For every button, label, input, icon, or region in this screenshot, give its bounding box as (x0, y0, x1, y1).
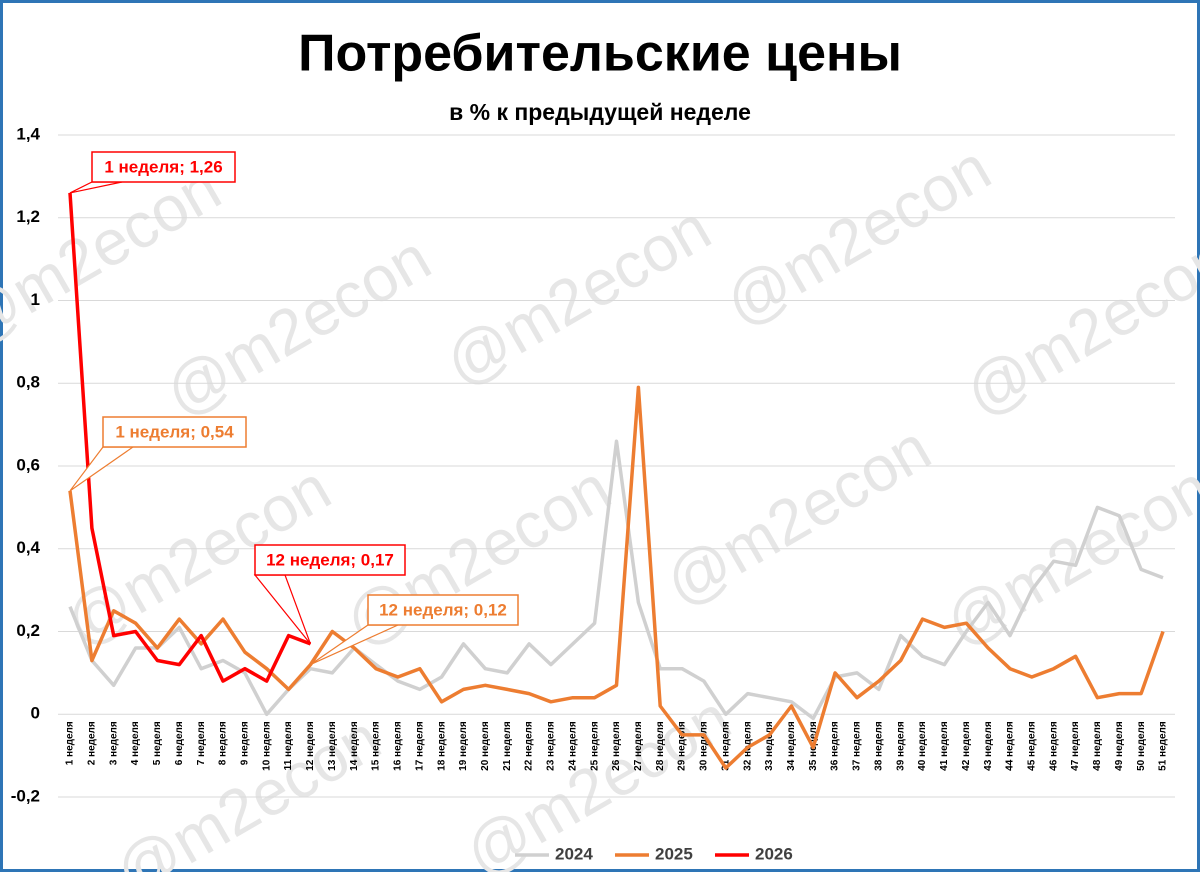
x-tick-label: 44 неделя (1005, 721, 1016, 771)
x-tick-label: 21 неделя (502, 721, 513, 771)
y-tick-label: 1 (31, 290, 40, 309)
x-tick-label: 8 неделя (218, 721, 229, 765)
x-tick-label: 7 неделя (196, 721, 207, 765)
x-tick-label: 15 неделя (371, 721, 382, 771)
annotation-label: 1 неделя; 1,26 (104, 157, 222, 176)
annotation-box (102, 416, 247, 448)
x-tick-label: 4 неделя (130, 721, 141, 765)
x-tick-label: 41 неделя (939, 721, 950, 771)
y-tick-label: 1,4 (16, 124, 40, 143)
series-line (68, 439, 1164, 721)
x-tick-label: 25 неделя (589, 721, 600, 771)
x-tick-label: 38 неделя (873, 721, 884, 771)
x-tick-label: 30 неделя (699, 721, 710, 771)
x-tick-label: 46 неделя (1048, 721, 1059, 771)
x-tick-label: 48 неделя (1092, 721, 1103, 771)
x-tick-label: 19 неделя (458, 721, 469, 771)
x-tick-label: 23 неделя (546, 721, 557, 771)
chart-subtitle: в % к предыдущей неделе (449, 99, 751, 125)
chart-title: Потребительские цены (298, 25, 902, 83)
x-tick-label: 5 неделя (152, 721, 163, 765)
x-tick-label: 40 неделя (917, 721, 928, 771)
x-tick-label: 42 неделя (961, 721, 972, 771)
x-tick-label: 6 неделя (174, 721, 185, 765)
legend-label: 2025 (655, 844, 693, 863)
y-tick-label: 1,2 (16, 207, 40, 226)
x-tick-label: 37 неделя (852, 721, 863, 771)
x-tick-label: 26 неделя (611, 721, 622, 771)
x-tick-label: 33 неделя (764, 721, 775, 771)
x-tick-label: 20 неделя (480, 721, 491, 771)
annotation-box (254, 544, 406, 576)
annotation-box (367, 594, 519, 626)
y-tick-label: 0,4 (16, 538, 40, 557)
x-tick-label: 36 неделя (830, 721, 841, 771)
x-tick-label: 12 неделя (305, 721, 316, 771)
x-tick-label: 22 неделя (524, 721, 535, 771)
x-tick-label: 28 неделя (655, 721, 666, 771)
y-tick-label: 0,8 (16, 373, 40, 392)
y-tick-label: 0,6 (16, 455, 40, 474)
x-tick-label: 43 неделя (983, 721, 994, 771)
x-tick-label: 14 неделя (349, 721, 360, 771)
legend-label: 2024 (555, 844, 593, 863)
x-tick-label: 51 неделя (1158, 721, 1169, 771)
y-tick-label: -0,2 (11, 786, 40, 805)
x-tick-label: 31 неделя (720, 721, 731, 771)
x-tick-label: 29 неделя (677, 721, 688, 771)
x-tick-label: 10 неделя (261, 721, 272, 771)
y-tick-label: 0 (31, 704, 40, 723)
x-tick-label: 18 неделя (436, 721, 447, 771)
x-tick-label: 13 неделя (327, 721, 338, 771)
x-tick-label: 34 неделя (786, 721, 797, 771)
x-tick-label: 27 неделя (633, 721, 644, 771)
annotation-box (91, 151, 236, 183)
x-tick-label: 47 неделя (1070, 721, 1081, 771)
x-tick-label: 11 неделя (283, 721, 294, 770)
x-tick-label: 3 неделя (108, 721, 119, 765)
x-tick-label: 17 неделя (414, 721, 425, 771)
x-tick-label: 2 неделя (87, 721, 98, 765)
x-tick-label: 16 неделя (393, 721, 404, 771)
series-line (68, 192, 312, 683)
x-tick-label: 24 неделя (567, 721, 578, 771)
annotation-label: 12 неделя; 0,17 (266, 550, 394, 569)
x-tick-label: 45 неделя (1026, 721, 1037, 771)
legend-label: 2026 (755, 844, 793, 863)
x-tick-label: 49 неделя (1114, 721, 1125, 771)
x-tick-label: 50 неделя (1136, 721, 1147, 771)
annotation-label: 12 неделя; 0,12 (379, 600, 507, 619)
x-tick-label: 39 неделя (895, 721, 906, 771)
series-line (68, 385, 1165, 770)
x-tick-label: 9 неделя (240, 721, 251, 765)
x-tick-label: 1 неделя (65, 721, 76, 765)
annotation-label: 1 неделя; 0,54 (115, 422, 234, 441)
y-tick-label: 0,2 (16, 621, 40, 640)
